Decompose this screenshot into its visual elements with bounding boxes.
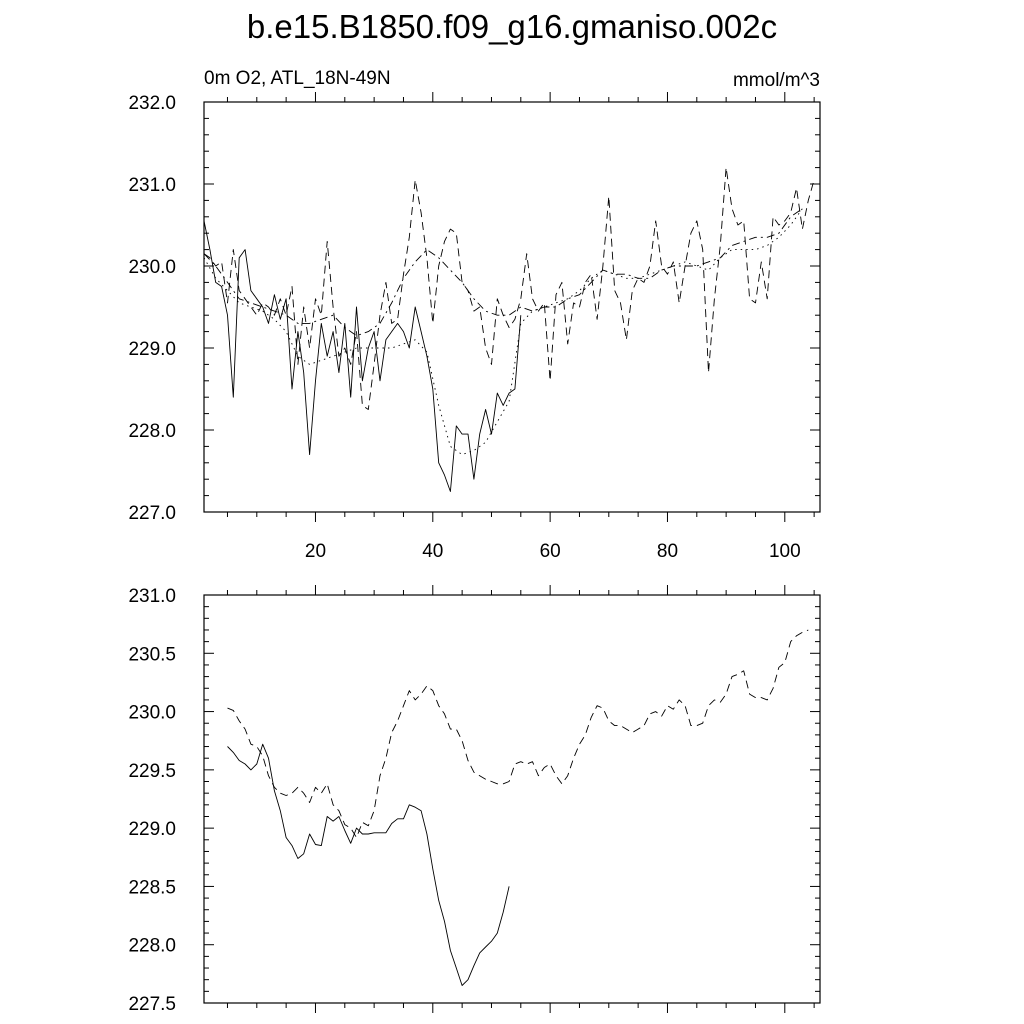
y-tick-label: 227.5 (128, 994, 176, 1015)
series-line-solid (227, 743, 510, 986)
y-tick-label: 229.5 (128, 761, 176, 782)
y-tick-label: 229.0 (128, 339, 176, 360)
y-tick-label: 231.0 (128, 175, 176, 196)
y-tick-label: 228.0 (128, 421, 176, 442)
figure-title: b.e15.B1850.f09_g16.gmaniso.002c (247, 8, 777, 45)
y-tick-label: 229.0 (128, 819, 176, 840)
series-line-dashed (227, 629, 809, 838)
y-tick-label: 228.0 (128, 936, 176, 957)
y-tick-label: 230.0 (128, 703, 176, 724)
series-line-dashed (203, 167, 815, 410)
y-tick-label: 232.0 (128, 93, 176, 114)
y-tick-label: 227.0 (128, 503, 176, 524)
panel-left-label: 0m O2, ATL_18N-49N (204, 68, 391, 89)
series-line-dotted (203, 208, 803, 456)
y-tick-label: 230.0 (128, 257, 176, 278)
plot-frame (203, 101, 821, 513)
series-line-dash-dot (203, 208, 803, 337)
y-tick-label: 228.5 (128, 877, 176, 898)
x-tick-label: 80 (657, 541, 678, 562)
top-panel: 227.0 228.0 229.0 230.0 231.0 232.0 20 40 60 80 10… (128, 92, 821, 562)
x-tick-label: 60 (540, 541, 561, 562)
y-tick-label: 231.0 (128, 586, 176, 607)
series-line-solid (203, 220, 522, 492)
bottom-panel: 227.5 228.0 228.5 229.0 229.5 230.0 230.5 231.0 (128, 585, 821, 1015)
panel-right-label: mmol/m^3 (733, 70, 820, 91)
plot-frame (203, 594, 821, 1004)
y-tick-label: 230.5 (128, 644, 176, 665)
x-tick-label: 100 (769, 541, 801, 562)
x-tick-label: 40 (422, 541, 443, 562)
x-tick-label: 20 (305, 541, 326, 562)
